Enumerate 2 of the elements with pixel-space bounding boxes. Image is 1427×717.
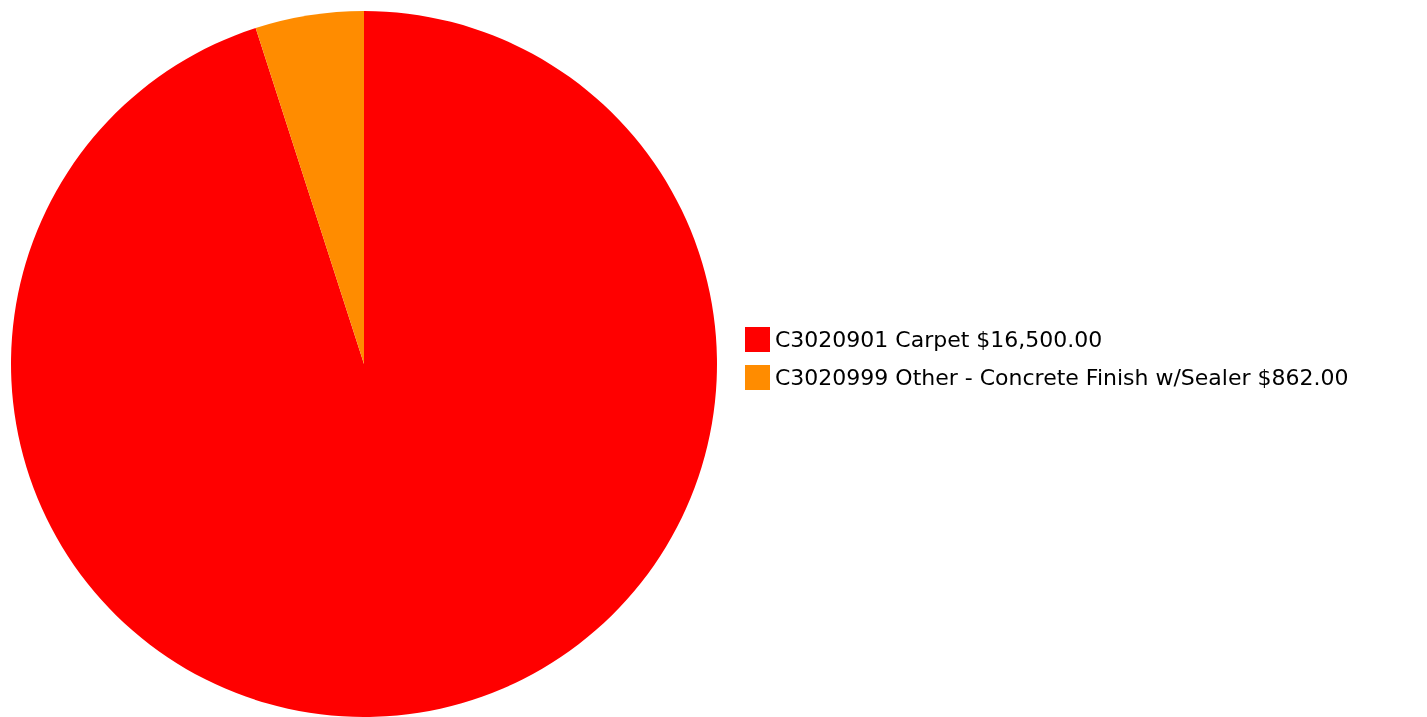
legend-label: C3020901 Carpet $16,500.00 <box>775 327 1103 352</box>
legend-label: C3020999 Other - Concrete Finish w/Sealer $862.00 <box>775 365 1349 390</box>
